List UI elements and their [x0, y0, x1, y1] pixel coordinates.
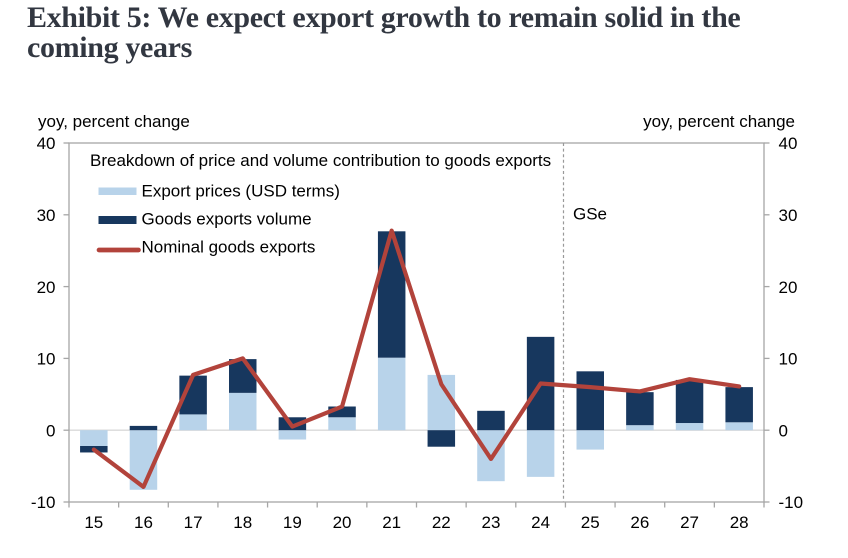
svg-text:30: 30 [37, 206, 56, 225]
svg-text:Nominal goods exports: Nominal goods exports [142, 238, 316, 257]
svg-text:21: 21 [382, 513, 401, 532]
svg-text:40: 40 [37, 134, 56, 153]
svg-text:0: 0 [779, 421, 788, 440]
svg-text:25: 25 [581, 513, 600, 532]
svg-text:24: 24 [531, 513, 550, 532]
svg-text:0: 0 [46, 421, 55, 440]
svg-text:GSe: GSe [573, 205, 607, 224]
svg-text:22: 22 [432, 513, 451, 532]
svg-text:17: 17 [184, 513, 203, 532]
svg-text:15: 15 [84, 513, 103, 532]
svg-text:Breakdown of price and volume: Breakdown of price and volume contributi… [90, 151, 551, 170]
svg-text:23: 23 [481, 513, 500, 532]
svg-text:yoy, percent change: yoy, percent change [38, 112, 190, 131]
svg-text:26: 26 [630, 513, 649, 532]
svg-text:20: 20 [333, 513, 352, 532]
svg-text:20: 20 [37, 278, 56, 297]
svg-text:20: 20 [779, 278, 798, 297]
svg-text:19: 19 [283, 513, 302, 532]
svg-text:10: 10 [779, 350, 798, 369]
svg-text:16: 16 [134, 513, 153, 532]
svg-text:yoy, percent change: yoy, percent change [643, 112, 795, 131]
svg-text:-10: -10 [779, 493, 804, 512]
svg-text:Export prices (USD terms): Export prices (USD terms) [142, 182, 340, 201]
svg-text:28: 28 [730, 513, 749, 532]
svg-text:18: 18 [233, 513, 252, 532]
svg-text:30: 30 [779, 206, 798, 225]
svg-text:27: 27 [680, 513, 699, 532]
svg-text:Goods exports volume: Goods exports volume [142, 210, 312, 229]
svg-text:Exhibit 5: We expect export gr: Exhibit 5: We expect export growth to re… [27, 1, 740, 34]
svg-text:40: 40 [779, 134, 798, 153]
svg-text:-10: -10 [31, 493, 56, 512]
svg-text:10: 10 [37, 350, 56, 369]
svg-text:coming years: coming years [27, 31, 192, 64]
